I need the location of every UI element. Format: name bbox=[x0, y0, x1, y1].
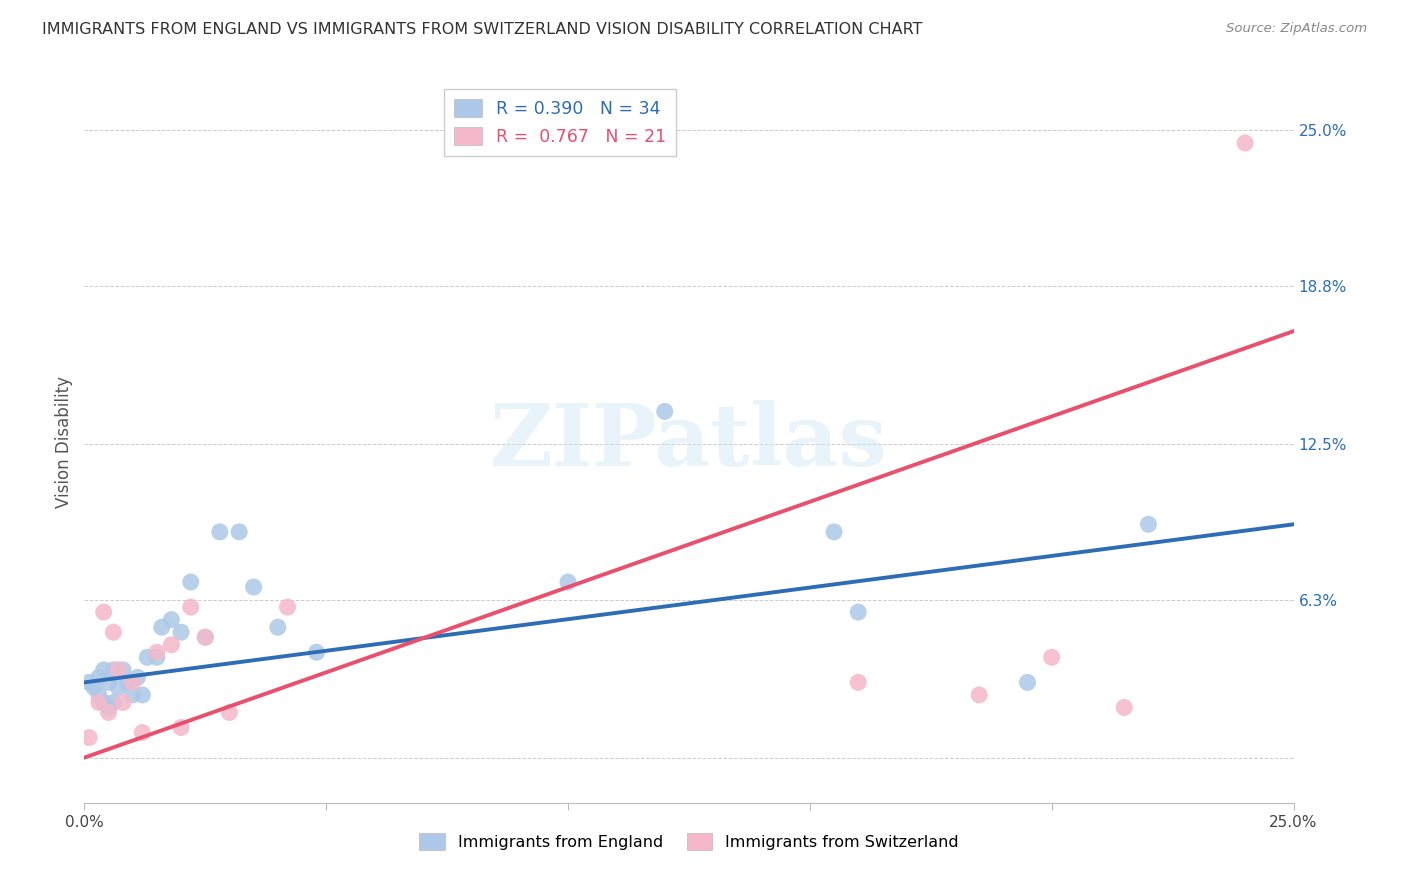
Point bbox=[83, 681, 105, 695]
Point bbox=[87, 688, 110, 702]
Y-axis label: Vision Disability: Vision Disability bbox=[55, 376, 73, 508]
Point bbox=[121, 688, 143, 702]
Point bbox=[242, 580, 264, 594]
Point bbox=[218, 706, 240, 720]
Point bbox=[846, 605, 869, 619]
Point bbox=[127, 670, 149, 684]
Point bbox=[846, 675, 869, 690]
Point bbox=[1040, 650, 1063, 665]
Text: IMMIGRANTS FROM ENGLAND VS IMMIGRANTS FROM SWITZERLAND VISION DISABILITY CORRELA: IMMIGRANTS FROM ENGLAND VS IMMIGRANTS FR… bbox=[42, 22, 922, 37]
Point bbox=[87, 670, 110, 684]
Point bbox=[77, 731, 100, 745]
Point bbox=[93, 696, 115, 710]
Point bbox=[131, 725, 153, 739]
Text: Source: ZipAtlas.com: Source: ZipAtlas.com bbox=[1226, 22, 1367, 36]
Text: ZIPatlas: ZIPatlas bbox=[489, 400, 889, 483]
Point bbox=[107, 663, 129, 677]
Point bbox=[160, 638, 183, 652]
Point bbox=[112, 663, 135, 677]
Point bbox=[103, 696, 125, 710]
Point bbox=[1017, 675, 1039, 690]
Point bbox=[146, 645, 169, 659]
Point bbox=[170, 625, 193, 640]
Point bbox=[146, 650, 169, 665]
Point bbox=[1137, 517, 1160, 532]
Point bbox=[305, 645, 328, 659]
Point bbox=[136, 650, 159, 665]
Point bbox=[170, 721, 193, 735]
Point bbox=[967, 688, 990, 702]
Point bbox=[1234, 136, 1257, 150]
Legend: Immigrants from England, Immigrants from Switzerland: Immigrants from England, Immigrants from… bbox=[413, 827, 965, 856]
Point bbox=[228, 524, 250, 539]
Point bbox=[654, 404, 676, 418]
Point bbox=[194, 630, 217, 644]
Point bbox=[823, 524, 845, 539]
Point bbox=[77, 675, 100, 690]
Point bbox=[121, 675, 143, 690]
Point bbox=[180, 575, 202, 590]
Point bbox=[97, 700, 120, 714]
Point bbox=[160, 613, 183, 627]
Point bbox=[87, 696, 110, 710]
Point bbox=[93, 605, 115, 619]
Point bbox=[103, 663, 125, 677]
Point bbox=[276, 600, 298, 615]
Point bbox=[117, 675, 139, 690]
Point bbox=[103, 625, 125, 640]
Point bbox=[150, 620, 173, 634]
Point bbox=[208, 524, 231, 539]
Point bbox=[194, 630, 217, 644]
Point bbox=[107, 681, 129, 695]
Point bbox=[112, 696, 135, 710]
Point bbox=[93, 663, 115, 677]
Point bbox=[557, 575, 579, 590]
Point bbox=[267, 620, 290, 634]
Point bbox=[97, 706, 120, 720]
Point bbox=[97, 675, 120, 690]
Point bbox=[1114, 700, 1136, 714]
Point bbox=[131, 688, 153, 702]
Point bbox=[180, 600, 202, 615]
